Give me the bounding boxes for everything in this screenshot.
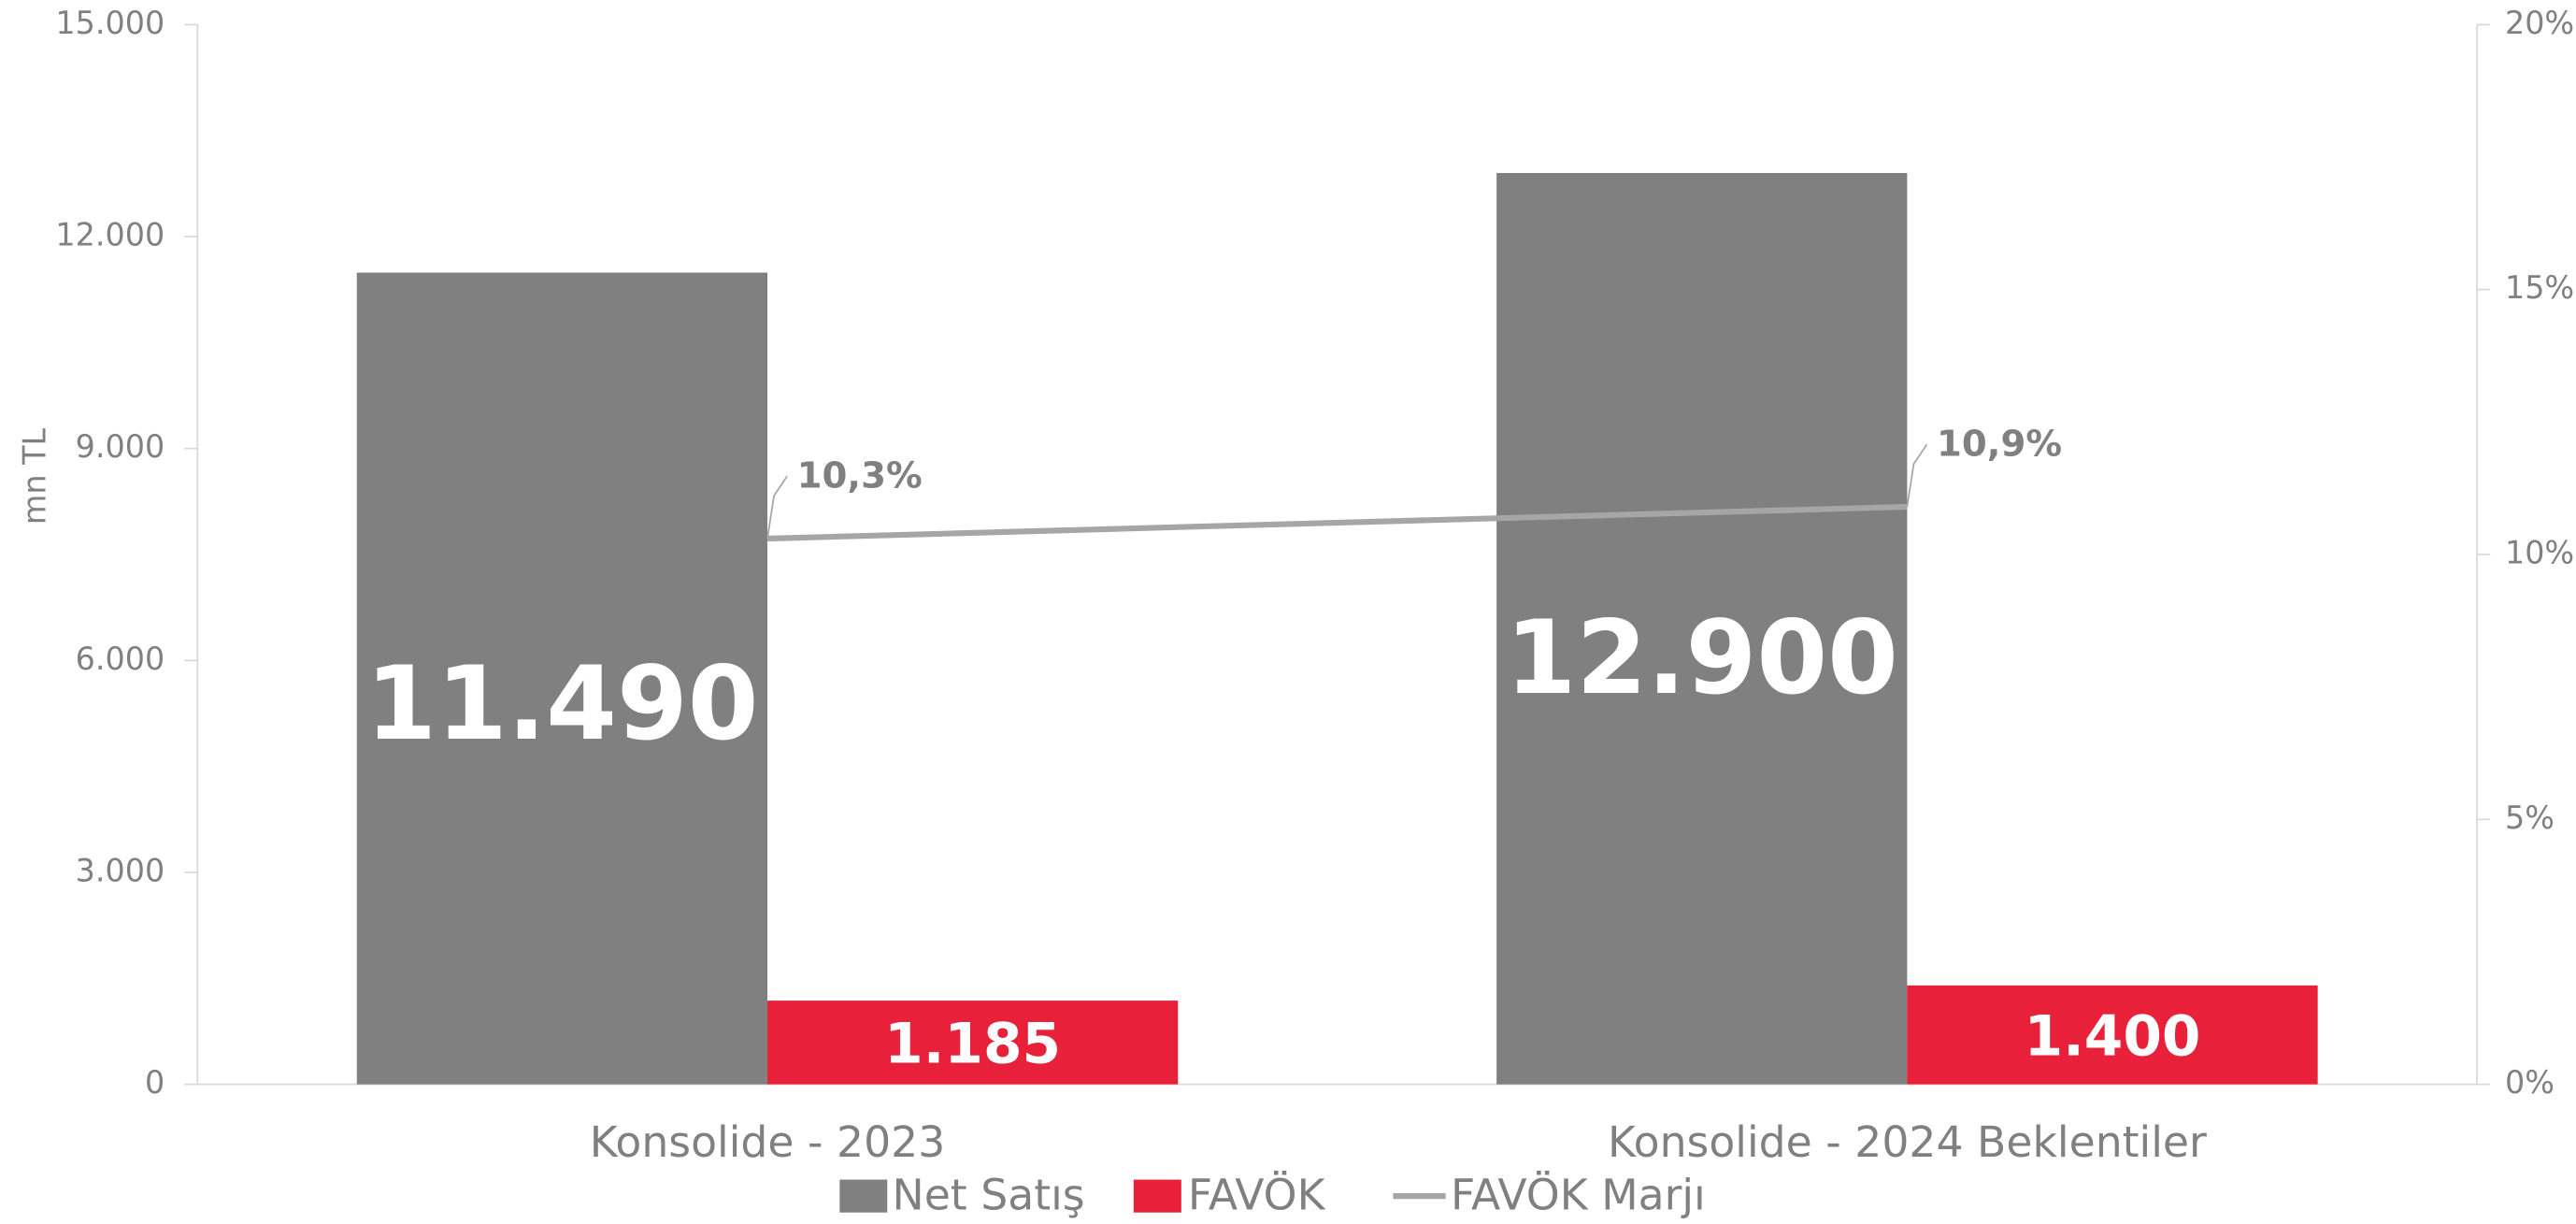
legend-swatch <box>1133 1179 1181 1213</box>
data-label: 10,9% <box>1937 423 2062 465</box>
y2-tick-label: 15% <box>2505 269 2574 306</box>
y-tick-label: 6.000 <box>76 641 165 677</box>
line <box>766 503 1908 542</box>
y-tick-label: 9.000 <box>76 428 165 465</box>
data-label: 1.185 <box>884 1013 1061 1077</box>
y2-tick-label: 10% <box>2505 535 2574 571</box>
y-axis-label: mn TL <box>17 428 53 526</box>
y-tick-label: 12.000 <box>55 217 165 253</box>
x-tick-label: Konsolide - 2023 <box>590 1117 946 1167</box>
y-tick-label: 3.000 <box>76 852 165 888</box>
legend-label: FAVÖK <box>1188 1169 1326 1219</box>
leader-line <box>1906 443 1928 508</box>
data-label: 12.900 <box>1506 598 1898 717</box>
legend-label: Net Satış <box>893 1170 1085 1219</box>
data-label: 11.490 <box>365 644 758 763</box>
y2-tick-label: 5% <box>2505 799 2555 836</box>
legend-swatch <box>839 1179 888 1213</box>
x-tick-label: Konsolide - 2024 Beklentiler <box>1608 1117 2207 1167</box>
bar <box>1907 985 2318 1085</box>
bar <box>1496 173 1908 1085</box>
legend-label: FAVÖK Marjı <box>1451 1169 1706 1219</box>
data-label: 1.400 <box>2025 1005 2201 1070</box>
bar <box>767 1001 1179 1085</box>
y2-tick-label: 0% <box>2505 1064 2555 1101</box>
data-label: 10,3% <box>797 454 923 497</box>
leader-line <box>766 475 788 540</box>
y2-tick-label: 20% <box>2505 5 2574 41</box>
y-tick-label: 0 <box>145 1064 165 1101</box>
y-tick-label: 15.000 <box>55 5 165 41</box>
bar <box>356 272 768 1085</box>
